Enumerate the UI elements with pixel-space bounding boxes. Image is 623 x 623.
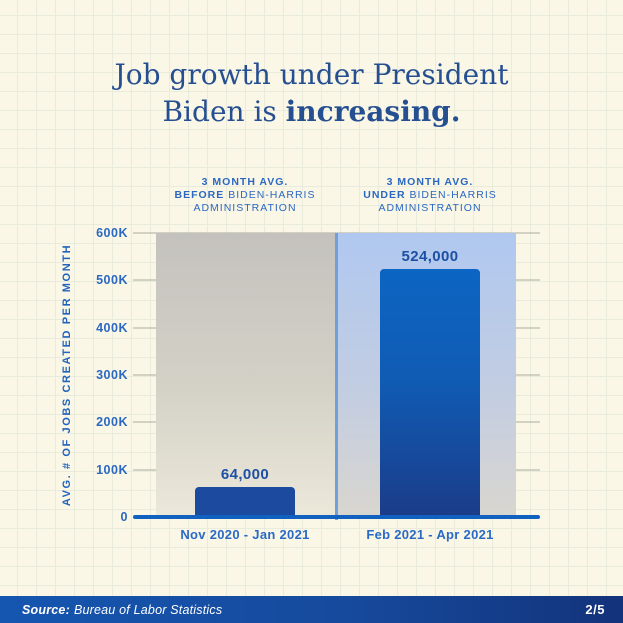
panel-before-administration [156,233,335,517]
source-text: Bureau of Labor Statistics [73,602,223,617]
y-tick-label-600k: 600K [96,226,128,240]
y-tick-label-0: 0 [120,510,128,524]
title-line2-prefix: Biden is [162,95,286,128]
source-attribution: Source: Bureau of Labor Statistics [22,603,222,617]
y-tick-label-400k: 400K [96,321,128,335]
group-header-before-line2: BEFORE BIDEN-HARRIS [174,189,316,201]
group-header-before-line1: 3 MONTH AVG. [201,176,289,188]
y-tick-label-300k: 300K [96,368,128,382]
group-header-before: 3 MONTH AVG. BEFORE BIDEN-HARRIS ADMINIS… [135,176,355,215]
page-title: Job growth under President Biden is incre… [0,56,623,130]
source-label: Source: [22,602,70,617]
title-line1: Job growth under President [114,58,509,91]
y-axis-label: AVG. # OF JOBS CREATED PER MONTH [61,243,73,507]
panel-divider [335,233,338,520]
y-tick-label-500k: 500K [96,273,128,287]
group-header-before-line3: ADMINISTRATION [193,202,297,214]
bar-before-administration [195,487,295,517]
footer-bar: Source: Bureau of Labor Statistics 2/5 [0,596,623,623]
page-indicator: 2/5 [585,602,605,617]
bar-under-administration [380,269,480,517]
y-tick-label-100k: 100K [96,463,128,477]
group-header-under-line2: UNDER BIDEN-HARRIS [363,189,497,201]
group-header-under-line3: ADMINISTRATION [378,202,482,214]
x-axis-line [133,515,540,519]
x-category-label-before: Nov 2020 - Jan 2021 [180,527,310,542]
title-line2-emphasis: increasing. [285,95,461,128]
bar-value-label-under: 524,000 [401,248,459,265]
group-header-under: 3 MONTH AVG. UNDER BIDEN-HARRIS ADMINIST… [320,176,540,215]
y-tick-label-200k: 200K [96,415,128,429]
group-header-under-line1: 3 MONTH AVG. [386,176,474,188]
bar-value-label-before: 64,000 [220,466,270,483]
x-category-label-under: Feb 2021 - Apr 2021 [366,527,494,542]
